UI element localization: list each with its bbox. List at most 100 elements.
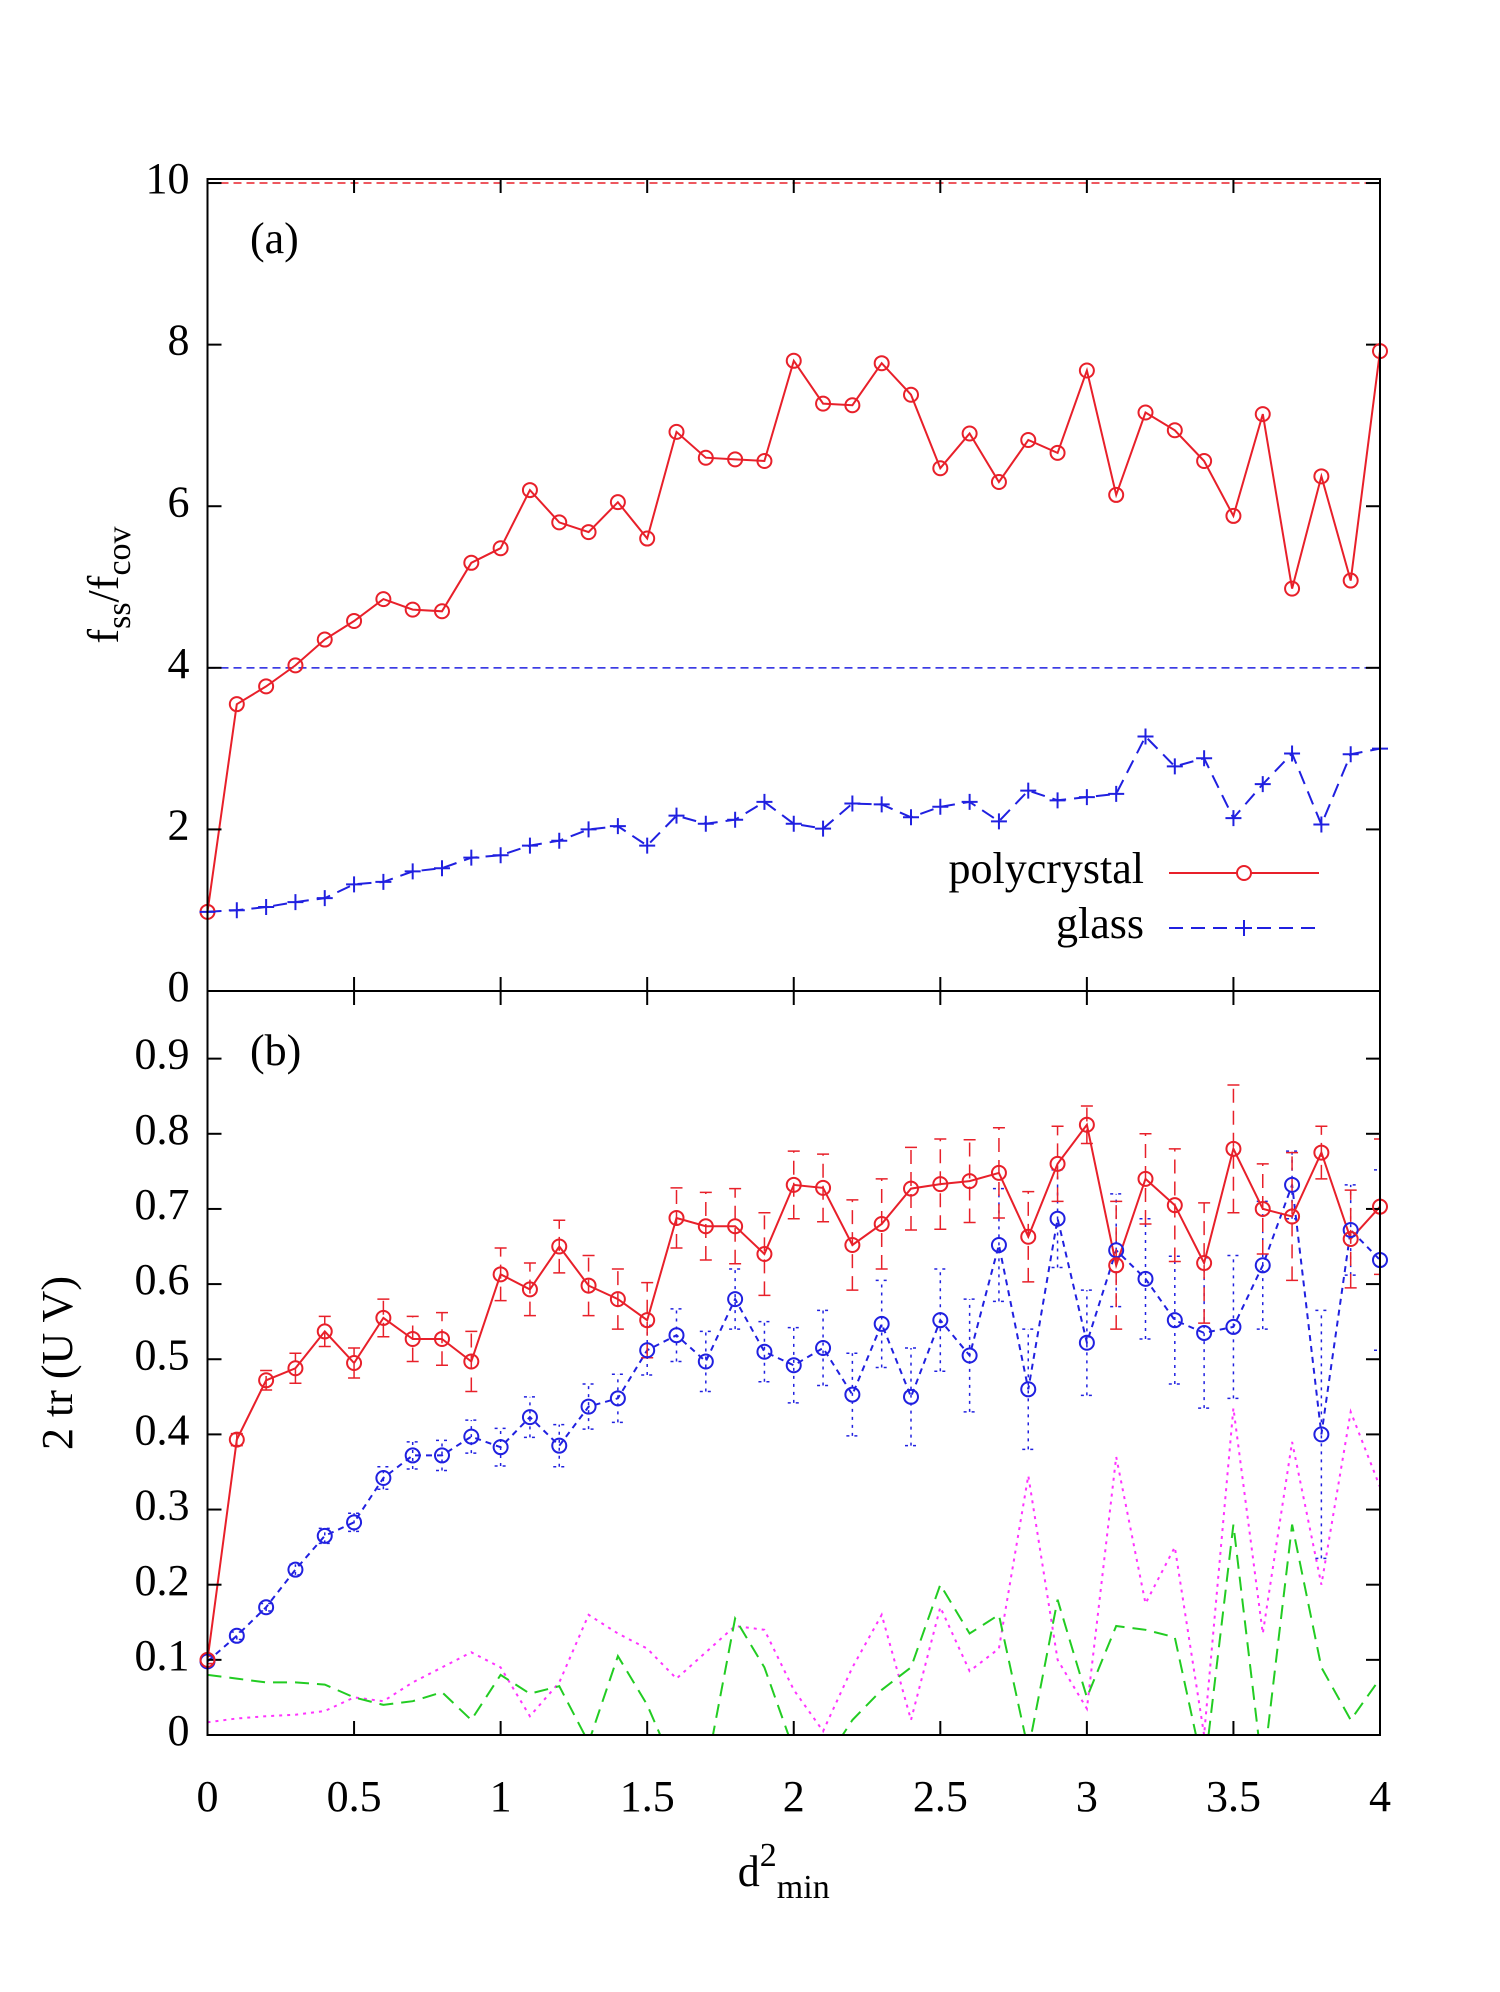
axis-label-part: 2	[760, 1837, 777, 1874]
error-bar	[289, 1352, 302, 1385]
error-bar	[1022, 1328, 1035, 1451]
error-bar	[670, 1308, 683, 1363]
point	[463, 554, 480, 571]
point	[404, 863, 421, 880]
point	[785, 1357, 802, 1374]
point	[932, 798, 949, 815]
point	[815, 820, 832, 837]
point	[1342, 1221, 1359, 1238]
point	[1313, 816, 1330, 833]
point	[258, 898, 275, 915]
point	[492, 847, 509, 864]
point	[844, 1237, 861, 1254]
point	[1254, 1200, 1271, 1217]
point	[316, 890, 333, 907]
point	[316, 1527, 333, 1544]
point	[903, 386, 919, 403]
error-bar	[1168, 1255, 1181, 1385]
error-bar	[611, 1373, 624, 1424]
point	[932, 1312, 949, 1329]
panel-label: (a)	[250, 214, 299, 263]
point	[1196, 1324, 1213, 1341]
point	[756, 452, 773, 469]
point	[1196, 750, 1213, 767]
point	[228, 902, 245, 919]
point	[228, 1431, 245, 1448]
point	[815, 395, 832, 412]
axis-label-part: f	[79, 629, 128, 644]
error-bar	[699, 1330, 712, 1393]
error-bar	[1227, 1254, 1240, 1400]
point	[727, 1291, 744, 1308]
point	[228, 696, 245, 713]
point	[815, 1339, 832, 1356]
point	[1254, 776, 1271, 793]
point	[961, 1347, 978, 1364]
point	[844, 1386, 861, 1403]
x-tick-label: 3	[1076, 1772, 1098, 1821]
error-bar	[875, 1279, 888, 1369]
point	[404, 1330, 421, 1347]
point	[521, 1281, 538, 1298]
error-bar	[523, 1396, 536, 1439]
error-bar	[992, 1127, 1005, 1219]
point	[990, 1164, 1007, 1181]
error-bar	[787, 1150, 800, 1220]
point	[1342, 1231, 1359, 1247]
point	[1254, 406, 1271, 423]
point	[1137, 728, 1154, 745]
x-tick-label: 4	[1369, 1772, 1391, 1821]
point	[961, 1173, 978, 1190]
error-bar	[494, 1247, 507, 1302]
error-bar	[817, 1309, 830, 1387]
point	[287, 894, 304, 911]
point	[1313, 1144, 1330, 1161]
y-tick-label: 4	[168, 639, 190, 688]
error-bar	[787, 1326, 800, 1404]
point	[287, 1360, 304, 1377]
x-tick-label: 2.5	[913, 1772, 968, 1821]
error-bar	[1080, 1289, 1093, 1397]
point	[463, 849, 480, 866]
point	[932, 1176, 949, 1193]
error-bar	[699, 1191, 712, 1261]
error-bar	[611, 1268, 624, 1330]
error-bar	[934, 1138, 947, 1230]
point	[815, 1179, 832, 1196]
point	[990, 813, 1007, 830]
point	[287, 1561, 304, 1578]
point	[1137, 404, 1154, 421]
point	[1049, 1210, 1066, 1227]
point	[668, 1327, 685, 1344]
point	[1078, 789, 1095, 806]
point	[492, 1266, 509, 1283]
error-bar	[494, 1427, 507, 1467]
point	[375, 1469, 392, 1486]
error-bar	[1139, 1133, 1152, 1225]
error-bar	[318, 1315, 331, 1348]
series-line	[207, 350, 1380, 912]
error-bar	[846, 1199, 859, 1291]
error-bar	[1168, 1148, 1181, 1263]
point	[756, 1246, 773, 1263]
frame	[206, 178, 1381, 992]
point	[903, 1388, 919, 1405]
point	[1225, 810, 1242, 827]
point	[580, 821, 597, 838]
point	[463, 1353, 480, 1370]
point	[1020, 1381, 1037, 1398]
point	[727, 451, 744, 468]
error-bar	[230, 1631, 243, 1641]
point	[609, 1291, 626, 1308]
point	[287, 657, 304, 674]
error-bar	[1051, 1169, 1064, 1269]
point	[1166, 758, 1183, 775]
error-bar	[406, 1441, 419, 1470]
error-bar	[729, 1187, 742, 1265]
point	[1166, 1197, 1183, 1214]
point	[521, 1409, 538, 1426]
error-bar	[1198, 1257, 1211, 1409]
y-tick-label: 0.5	[135, 1330, 190, 1379]
point	[785, 352, 802, 369]
point	[639, 1312, 656, 1329]
